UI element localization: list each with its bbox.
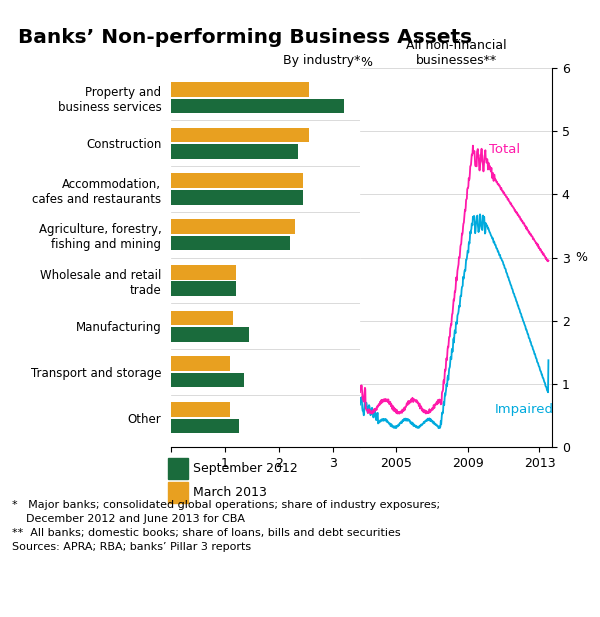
Bar xyxy=(171,219,295,234)
Bar xyxy=(171,373,244,387)
Bar xyxy=(171,82,309,97)
Bar xyxy=(168,458,188,479)
Bar xyxy=(171,310,233,325)
Bar xyxy=(168,481,188,503)
Text: Impaired: Impaired xyxy=(494,402,554,415)
Bar xyxy=(171,281,236,296)
Text: March 2013: March 2013 xyxy=(193,486,267,499)
Bar xyxy=(171,173,304,188)
Bar xyxy=(171,402,230,416)
Text: By industry*: By industry* xyxy=(283,54,360,67)
Text: Banks’ Non-performing Business Assets: Banks’ Non-performing Business Assets xyxy=(18,28,472,46)
Bar xyxy=(171,265,236,280)
Bar xyxy=(171,327,250,342)
Bar xyxy=(171,418,239,433)
Bar xyxy=(171,99,344,113)
Text: September 2012: September 2012 xyxy=(193,462,298,475)
Text: *   Major banks; consolidated global operations; share of industry exposures;
  : * Major banks; consolidated global opera… xyxy=(12,500,440,552)
Text: Total: Total xyxy=(489,143,520,156)
Bar xyxy=(171,128,309,143)
Y-axis label: %: % xyxy=(575,251,587,264)
Text: %: % xyxy=(360,56,372,70)
Bar xyxy=(171,190,304,205)
Title: All non-financial
businesses**: All non-financial businesses** xyxy=(406,39,506,67)
Bar xyxy=(171,144,298,159)
Bar xyxy=(171,357,230,371)
Bar xyxy=(171,236,290,251)
